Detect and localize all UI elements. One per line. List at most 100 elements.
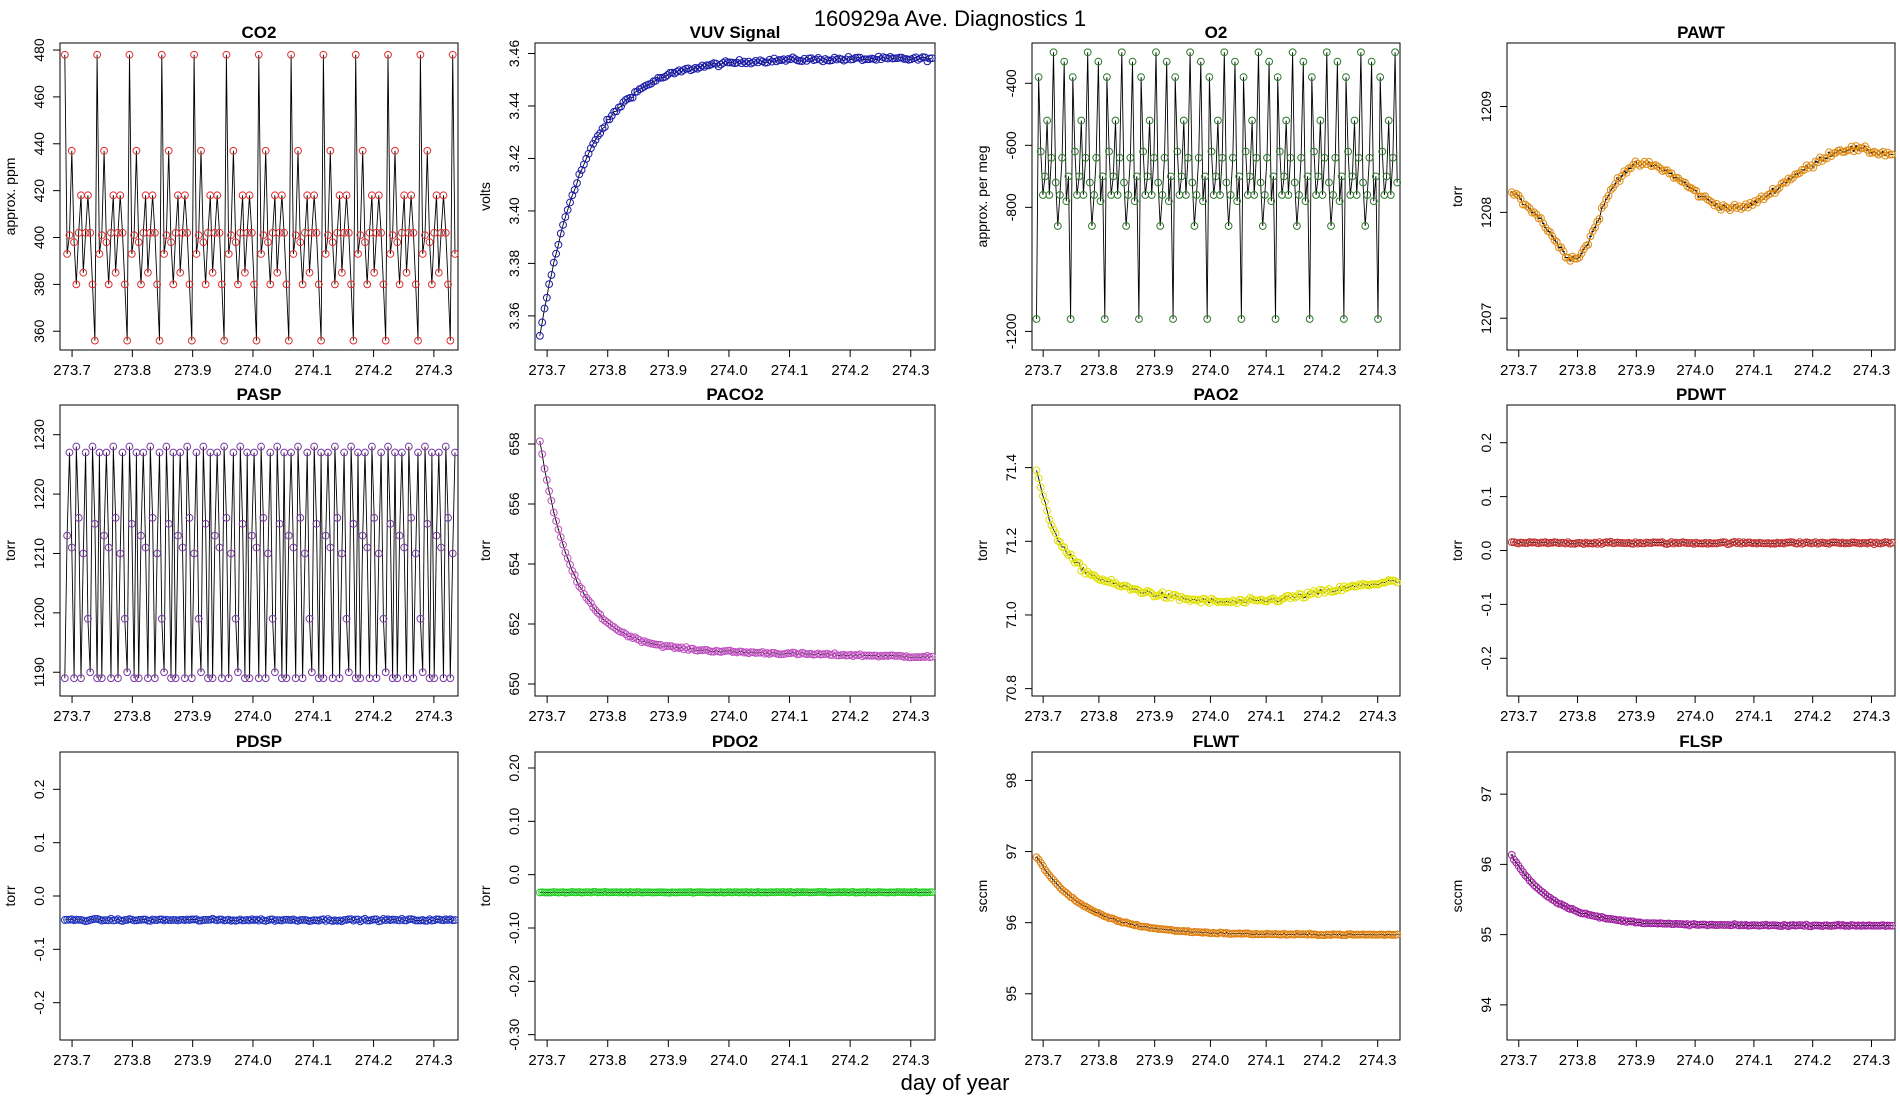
data-point (441, 228, 450, 237)
data-point (245, 674, 254, 683)
data-point (127, 519, 136, 528)
data-point (1847, 142, 1856, 151)
data-point (65, 448, 74, 457)
data-point (261, 674, 270, 683)
data-point (1507, 851, 1516, 859)
data-point (1060, 57, 1069, 66)
x-tick-label: 273.8 (1559, 362, 1597, 379)
data-point (104, 543, 113, 552)
data-point (446, 674, 455, 683)
data-point (1561, 902, 1570, 911)
data-point (194, 614, 203, 623)
data-point (1186, 48, 1195, 57)
y-tick-label: 1210 (31, 538, 47, 569)
data-point (540, 304, 549, 313)
y-axis-label: torr (1449, 186, 1465, 207)
data-point (367, 442, 376, 451)
data-point (1135, 315, 1143, 323)
data-point (1216, 191, 1224, 199)
data-point (928, 888, 936, 897)
data-point (174, 531, 182, 540)
data-point (409, 674, 418, 683)
panel-paco2: PACO2 torr 650 652 654 656 658 273.7 273.8 273.9 2… (477, 385, 936, 725)
data-point (1378, 147, 1387, 156)
y-axis-label: approx. per meg (974, 146, 990, 248)
data-point (183, 442, 192, 451)
data-point (180, 191, 189, 200)
data-point (1062, 889, 1071, 897)
x-tick-label: 273.7 (53, 708, 91, 725)
data-point (696, 63, 704, 72)
data-point (1154, 178, 1163, 187)
data-point (554, 525, 563, 534)
data-point (1295, 191, 1303, 199)
data-point (60, 50, 69, 59)
data-point (215, 543, 224, 552)
y-tick-label: -0.2 (31, 990, 47, 1014)
data-point (586, 599, 595, 608)
data-point (234, 668, 242, 677)
y-axis-label: torr (2, 885, 18, 906)
data-point (1669, 173, 1678, 182)
data-point (102, 238, 111, 247)
data-point (72, 280, 81, 289)
data-point (1184, 153, 1192, 162)
data-point (187, 336, 196, 345)
data-point (677, 643, 686, 652)
data-point (856, 53, 864, 62)
data-point (591, 606, 600, 615)
x-tick-label: 273.9 (174, 708, 212, 725)
x-tick-label: 273.7 (53, 1052, 91, 1069)
data-point (542, 476, 551, 484)
data-point (386, 519, 395, 528)
data-point (763, 58, 772, 67)
data-point (370, 268, 379, 277)
data-point (259, 231, 268, 240)
y-axis-label: sccm (974, 880, 990, 913)
data-point (1557, 243, 1566, 252)
panel-title: PDSP (236, 732, 282, 751)
data-point (1051, 878, 1060, 887)
data-point (377, 448, 386, 457)
data-point (155, 448, 164, 457)
data-point (340, 448, 349, 457)
data-point (1122, 222, 1131, 230)
data-point (1088, 571, 1096, 580)
data-point (208, 674, 217, 683)
x-tick-label: 273.7 (1500, 362, 1538, 379)
x-tick-label: 274.0 (1676, 362, 1714, 379)
data-point (1075, 559, 1084, 567)
data-point (1367, 57, 1376, 66)
data-point (326, 146, 335, 155)
data-point (210, 531, 219, 540)
x-tick-label: 274.3 (1853, 362, 1891, 379)
data-point (88, 442, 97, 451)
data-point (266, 448, 275, 457)
data-point (1288, 48, 1297, 57)
plot-frame (1031, 404, 1401, 697)
y-axis-label: torr (1449, 540, 1465, 561)
data-point (1088, 222, 1096, 230)
data-point (160, 250, 168, 258)
y-tick-label: 3.42 (506, 145, 522, 172)
data-point (448, 50, 457, 59)
panel-o2: O2 approx. per meg -1200 -800 -600 -400 273.7 2… (974, 23, 1402, 379)
data-point (603, 618, 612, 627)
x-tick-label: 274.1 (1247, 708, 1285, 725)
x-tick-label: 273.9 (650, 708, 688, 725)
data-point (328, 238, 337, 247)
x-tick-label: 273.7 (1024, 362, 1062, 379)
data-point (600, 123, 609, 131)
data-point (185, 280, 194, 289)
data-point (451, 916, 459, 924)
data-point (552, 249, 560, 258)
data-point (1041, 865, 1049, 874)
data-point (93, 50, 102, 59)
data-point (199, 238, 208, 247)
data-point (104, 280, 113, 289)
x-tick-label: 273.7 (1500, 1052, 1538, 1069)
y-axis-label: torr (974, 540, 990, 561)
data-point (120, 614, 129, 623)
data-point (1034, 73, 1043, 82)
